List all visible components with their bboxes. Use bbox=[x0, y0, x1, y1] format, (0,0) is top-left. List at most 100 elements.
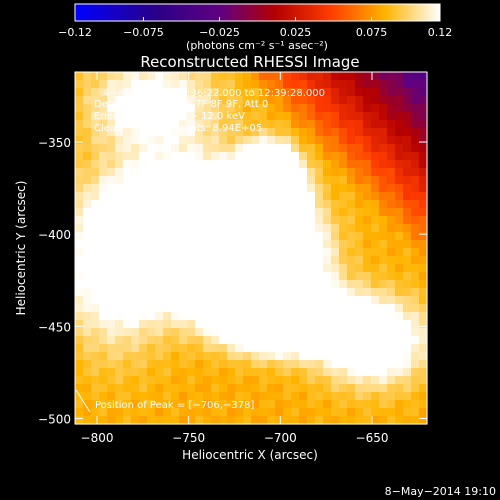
heatmap-cell bbox=[155, 256, 164, 265]
heatmap-cell bbox=[395, 336, 404, 345]
heatmap-cell bbox=[267, 184, 276, 193]
heatmap-cell bbox=[139, 152, 148, 161]
heatmap-cell bbox=[147, 136, 156, 145]
heatmap-cell bbox=[131, 104, 140, 113]
heatmap-cell bbox=[187, 224, 196, 233]
heatmap-cell bbox=[419, 336, 428, 345]
heatmap-cell bbox=[99, 96, 108, 105]
heatmap-cell bbox=[395, 120, 404, 129]
heatmap-cell bbox=[243, 232, 252, 241]
heatmap-cell bbox=[267, 376, 276, 385]
heatmap-cell bbox=[411, 72, 420, 81]
heatmap-cell bbox=[99, 80, 108, 89]
heatmap-cell bbox=[299, 384, 308, 393]
heatmap-cell bbox=[403, 264, 412, 273]
heatmap-cell bbox=[363, 232, 372, 241]
heatmap-cell bbox=[387, 336, 396, 345]
heatmap-cell bbox=[291, 408, 300, 417]
heatmap-cell bbox=[411, 88, 420, 97]
heatmap-cell bbox=[387, 200, 396, 209]
heatmap-cell bbox=[235, 360, 244, 369]
heatmap-cell bbox=[227, 224, 236, 233]
heatmap-cell bbox=[115, 168, 124, 177]
heatmap-cell bbox=[299, 200, 308, 209]
heatmap-cell bbox=[131, 232, 140, 241]
heatmap-cell bbox=[187, 256, 196, 265]
heatmap-cell bbox=[299, 400, 308, 409]
heatmap-cell bbox=[267, 80, 276, 89]
heatmap-cell bbox=[347, 88, 356, 97]
heatmap-cell bbox=[131, 88, 140, 97]
heatmap-cell bbox=[355, 96, 364, 105]
heatmap-cell bbox=[387, 288, 396, 297]
heatmap-cell bbox=[227, 136, 236, 145]
heatmap-cell bbox=[371, 312, 380, 321]
heatmap-cell bbox=[235, 376, 244, 385]
heatmap-cell bbox=[187, 112, 196, 121]
heatmap-cell bbox=[419, 192, 428, 201]
heatmap-cell bbox=[243, 336, 252, 345]
heatmap-cell bbox=[107, 376, 116, 385]
heatmap-cell bbox=[419, 96, 428, 105]
heatmap-cell bbox=[211, 144, 220, 153]
heatmap-cell bbox=[179, 336, 188, 345]
heatmap-cell bbox=[219, 80, 228, 89]
heatmap-cell bbox=[419, 104, 428, 113]
heatmap-cell bbox=[419, 376, 428, 385]
heatmap-cell bbox=[163, 104, 172, 113]
heatmap-cell bbox=[371, 72, 380, 81]
heatmap-cell bbox=[227, 200, 236, 209]
heatmap-cell bbox=[99, 128, 108, 137]
heatmap-cell bbox=[283, 216, 292, 225]
heatmap-cell bbox=[275, 288, 284, 297]
heatmap-cell bbox=[171, 200, 180, 209]
heatmap-cell bbox=[75, 368, 84, 377]
heatmap-cell bbox=[339, 128, 348, 137]
heatmap-cell bbox=[99, 328, 108, 337]
heatmap-cell bbox=[307, 384, 316, 393]
heatmap-cell bbox=[259, 376, 268, 385]
heatmap-cell bbox=[267, 144, 276, 153]
heatmap-cell bbox=[83, 400, 92, 409]
heatmap-cell bbox=[179, 408, 188, 417]
heatmap-cell bbox=[107, 280, 116, 289]
heatmap-cell bbox=[147, 272, 156, 281]
heatmap-cell bbox=[395, 392, 404, 401]
heatmap-cell bbox=[339, 168, 348, 177]
heatmap-cell bbox=[347, 168, 356, 177]
heatmap-cell bbox=[227, 248, 236, 257]
heatmap-cell bbox=[315, 312, 324, 321]
heatmap-cell bbox=[275, 400, 284, 409]
heatmap-cell bbox=[339, 376, 348, 385]
heatmap-cell bbox=[179, 384, 188, 393]
heatmap-cell bbox=[267, 408, 276, 417]
heatmap-cell bbox=[123, 344, 132, 353]
heatmap-cell bbox=[323, 112, 332, 121]
heatmap-cell bbox=[299, 240, 308, 249]
heatmap-cell bbox=[411, 208, 420, 217]
heatmap-cell bbox=[283, 176, 292, 185]
heatmap-cell bbox=[115, 128, 124, 137]
heatmap-cell bbox=[267, 280, 276, 289]
heatmap-cell bbox=[283, 264, 292, 273]
heatmap-cell bbox=[387, 184, 396, 193]
heatmap-cell bbox=[115, 400, 124, 409]
heatmap-cell bbox=[219, 336, 228, 345]
heatmap-cell bbox=[123, 416, 132, 425]
heatmap-cell bbox=[235, 264, 244, 273]
heatmap-cell bbox=[203, 88, 212, 97]
heatmap-cell bbox=[403, 128, 412, 137]
heatmap-cell bbox=[139, 112, 148, 121]
heatmap-cell bbox=[75, 192, 84, 201]
heatmap-cell bbox=[243, 72, 252, 81]
heatmap-cell bbox=[283, 168, 292, 177]
heatmap-cell bbox=[395, 320, 404, 329]
x-tick-label: −800 bbox=[81, 431, 114, 445]
heatmap-cell bbox=[171, 160, 180, 169]
heatmap-cell bbox=[115, 112, 124, 121]
heatmap-cell bbox=[155, 80, 164, 89]
heatmap-cell bbox=[355, 344, 364, 353]
heatmap-cell bbox=[83, 232, 92, 241]
heatmap-cell bbox=[395, 160, 404, 169]
heatmap-cell bbox=[107, 304, 116, 313]
